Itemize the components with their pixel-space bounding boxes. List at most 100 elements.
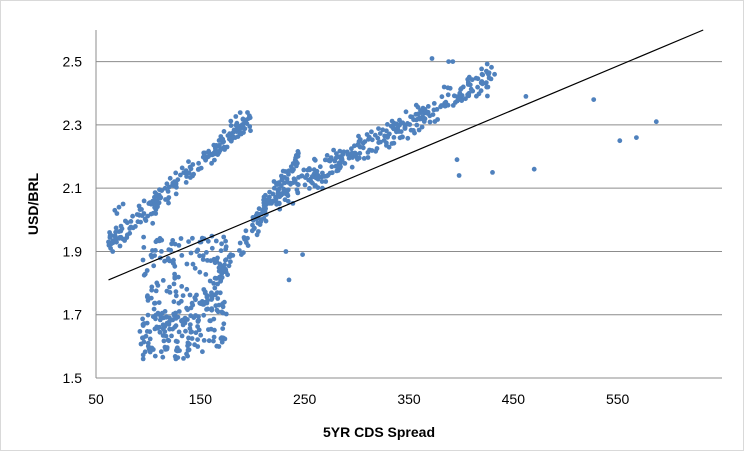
data-point — [170, 326, 176, 332]
data-point — [233, 114, 239, 119]
axes — [95, 30, 722, 379]
data-point — [201, 338, 207, 343]
data-point — [175, 177, 181, 183]
data-point — [178, 172, 183, 178]
data-point — [152, 253, 158, 258]
data-point — [206, 338, 212, 344]
data-point — [246, 116, 251, 121]
data-point — [190, 261, 196, 267]
data-point — [202, 289, 208, 295]
data-point — [160, 354, 166, 360]
data-point — [349, 146, 354, 152]
data-point — [227, 254, 233, 260]
data-point — [295, 160, 300, 166]
data-point — [173, 356, 179, 362]
data-point — [312, 157, 318, 163]
y-tick-label: 1.5 — [63, 370, 83, 386]
data-point — [261, 197, 266, 203]
data-point — [233, 122, 239, 128]
data-point — [216, 268, 222, 274]
data-point — [458, 86, 464, 91]
data-point — [349, 150, 355, 156]
data-point — [591, 97, 597, 102]
data-point — [147, 329, 153, 335]
data-point — [140, 356, 146, 362]
data-point — [222, 299, 227, 305]
data-point — [320, 170, 325, 176]
data-point — [225, 272, 231, 278]
data-point — [173, 289, 179, 295]
trendline — [108, 29, 704, 281]
data-point — [220, 326, 226, 331]
data-point — [211, 338, 216, 344]
data-point — [157, 317, 163, 323]
data-point — [164, 314, 170, 319]
data-point — [427, 119, 433, 125]
data-point — [443, 99, 449, 105]
data-point — [128, 219, 134, 224]
data-point — [116, 204, 122, 210]
data-point — [117, 243, 123, 249]
data-point — [653, 119, 659, 125]
data-point — [141, 245, 147, 250]
data-point — [360, 145, 366, 151]
data-point — [160, 322, 166, 328]
data-point — [204, 250, 209, 255]
data-point — [173, 338, 179, 344]
data-point — [286, 277, 292, 283]
data-point — [480, 81, 485, 87]
data-point — [293, 155, 298, 161]
data-point — [218, 277, 224, 283]
data-point — [237, 130, 243, 136]
data-point — [148, 252, 154, 258]
data-point — [256, 206, 262, 212]
data-point — [144, 268, 150, 273]
data-point — [418, 108, 423, 113]
data-point — [123, 218, 128, 224]
data-point — [113, 225, 119, 231]
data-point — [275, 187, 281, 193]
data-point — [364, 132, 370, 137]
data-point — [188, 250, 194, 256]
data-point — [424, 110, 430, 116]
data-point — [307, 186, 312, 191]
data-point — [523, 94, 529, 99]
data-point — [175, 348, 180, 354]
data-point — [313, 183, 318, 188]
data-point — [425, 104, 431, 109]
data-point — [456, 173, 462, 178]
data-point — [209, 245, 215, 251]
data-point — [188, 313, 194, 319]
data-point — [451, 93, 457, 99]
data-point — [190, 235, 195, 241]
data-point — [160, 326, 166, 332]
data-point — [179, 253, 185, 258]
data-point — [340, 152, 346, 157]
data-point — [221, 129, 227, 134]
data-point — [118, 223, 124, 229]
data-point — [211, 151, 217, 157]
data-point — [395, 124, 401, 130]
data-point — [186, 159, 191, 165]
data-point — [140, 257, 146, 263]
data-point — [240, 123, 246, 129]
data-point — [133, 224, 138, 229]
data-point — [450, 103, 456, 108]
data-point — [397, 117, 402, 123]
data-point — [172, 263, 178, 269]
data-point — [470, 88, 476, 94]
data-point — [486, 70, 492, 76]
data-point — [110, 249, 116, 254]
x-axis-title: 5YR CDS Spread — [323, 424, 435, 440]
data-point — [211, 334, 217, 340]
data-point — [355, 142, 361, 148]
data-point — [467, 82, 473, 88]
data-point — [254, 211, 260, 216]
data-point — [228, 118, 234, 124]
data-point — [465, 92, 470, 98]
data-point — [226, 263, 232, 269]
data-point — [256, 229, 261, 234]
data-point — [394, 129, 399, 135]
data-point — [319, 179, 325, 184]
data-point — [219, 241, 225, 247]
